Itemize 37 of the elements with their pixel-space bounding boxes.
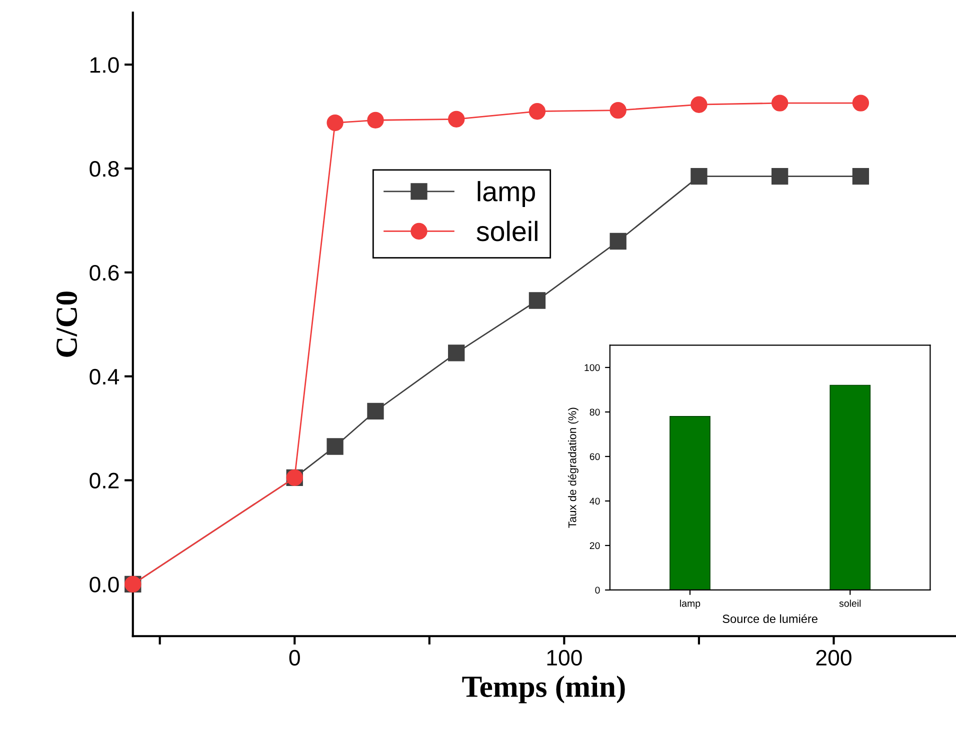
y-tick-label: 1.0 xyxy=(90,57,119,73)
point xyxy=(367,402,384,420)
point xyxy=(367,112,384,129)
y-tick-label: 60 xyxy=(590,453,600,460)
point xyxy=(448,110,465,128)
y-tick-label: 40 xyxy=(590,498,600,505)
y-tick-label: 0.2 xyxy=(90,472,119,489)
legend-label: soleil xyxy=(476,220,538,242)
point xyxy=(690,168,708,185)
y-tick-label: 0.6 xyxy=(90,264,119,281)
point xyxy=(771,94,788,112)
y-tick-label: 0 xyxy=(595,586,600,594)
point xyxy=(448,344,465,362)
point xyxy=(610,232,626,250)
y-axis-title: Taux de dégradation (%) xyxy=(568,408,578,528)
point xyxy=(528,292,546,309)
y-tick-label: 0.4 xyxy=(90,368,120,385)
x-axis-title: Temps (min) xyxy=(462,676,625,704)
y-tick-label: 100 xyxy=(584,364,600,372)
y-tick-label: 20 xyxy=(590,542,600,550)
y-tick-label: 0.0 xyxy=(90,576,119,592)
y-tick-label: 80 xyxy=(590,408,600,416)
x-tick-label: 200 xyxy=(816,650,852,666)
y-tick-label: 0.8 xyxy=(90,161,119,177)
y-axis-title: C/C0 xyxy=(56,292,78,357)
x-axis-title: Source de lumiére xyxy=(722,614,818,624)
point xyxy=(852,168,870,185)
x-tick-label: 0 xyxy=(289,650,300,666)
point xyxy=(852,94,870,112)
point xyxy=(690,96,708,113)
x-tick-label: 100 xyxy=(547,650,582,666)
point xyxy=(326,114,344,132)
point xyxy=(528,103,546,120)
legend-label: lamp xyxy=(478,181,535,207)
point xyxy=(610,102,626,119)
point xyxy=(771,168,788,185)
point xyxy=(326,438,344,455)
